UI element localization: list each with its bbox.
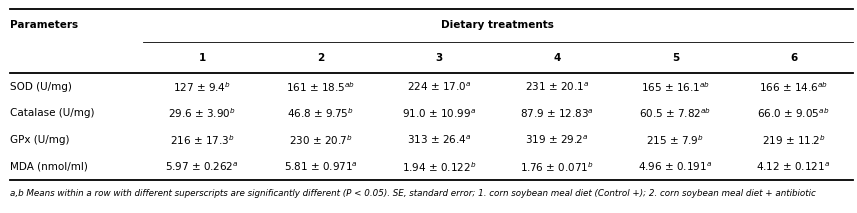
Text: 230 ± 20.7$^b$: 230 ± 20.7$^b$ — [289, 133, 352, 147]
Text: SOD (U/mg): SOD (U/mg) — [10, 82, 72, 92]
Text: 46.8 ± 9.75$^b$: 46.8 ± 9.75$^b$ — [287, 106, 354, 120]
Text: MDA (nmol/ml): MDA (nmol/ml) — [10, 162, 88, 172]
Text: 216 ± 17.3$^b$: 216 ± 17.3$^b$ — [170, 133, 235, 147]
Text: 4.12 ± 0.121$^a$: 4.12 ± 0.121$^a$ — [757, 160, 830, 173]
Text: 313 ± 26.4$^a$: 313 ± 26.4$^a$ — [407, 134, 470, 146]
Text: 91.0 ± 10.99$^a$: 91.0 ± 10.99$^a$ — [402, 107, 476, 120]
Text: 60.5 ± 7.82$^{ab}$: 60.5 ± 7.82$^{ab}$ — [639, 106, 711, 120]
Text: 166 ± 14.6$^{ab}$: 166 ± 14.6$^{ab}$ — [759, 80, 828, 94]
Text: 4: 4 — [554, 53, 560, 62]
Text: GPx (U/mg): GPx (U/mg) — [10, 135, 69, 145]
Text: 66.0 ± 9.05$^{ab}$: 66.0 ± 9.05$^{ab}$ — [758, 106, 830, 120]
Text: 5.97 ± 0.262$^a$: 5.97 ± 0.262$^a$ — [165, 160, 239, 173]
Text: Dietary treatments: Dietary treatments — [441, 20, 554, 30]
Text: 6: 6 — [790, 53, 797, 62]
Text: 1: 1 — [199, 53, 206, 62]
Text: 215 ± 7.9$^b$: 215 ± 7.9$^b$ — [646, 133, 704, 147]
Text: 5: 5 — [672, 53, 679, 62]
Text: 319 ± 29.2$^a$: 319 ± 29.2$^a$ — [525, 134, 589, 146]
Text: a,b Means within a row with different superscripts are significantly different (: a,b Means within a row with different su… — [10, 189, 816, 197]
Text: 165 ± 16.1$^{ab}$: 165 ± 16.1$^{ab}$ — [641, 80, 710, 94]
Text: 5.81 ± 0.971$^a$: 5.81 ± 0.971$^a$ — [284, 160, 357, 173]
Text: 127 ± 9.4$^b$: 127 ± 9.4$^b$ — [173, 80, 231, 94]
Text: 2: 2 — [317, 53, 324, 62]
Text: 231 ± 20.1$^a$: 231 ± 20.1$^a$ — [525, 81, 589, 93]
Text: 3: 3 — [435, 53, 442, 62]
Text: 4.96 ± 0.191$^a$: 4.96 ± 0.191$^a$ — [638, 160, 712, 173]
Text: 87.9 ± 12.83$^a$: 87.9 ± 12.83$^a$ — [520, 107, 594, 120]
Text: 219 ± 11.2$^b$: 219 ± 11.2$^b$ — [762, 133, 825, 147]
Text: 224 ± 17.0$^a$: 224 ± 17.0$^a$ — [407, 81, 470, 93]
Text: Parameters: Parameters — [10, 20, 78, 30]
Text: 161 ± 18.5$^{ab}$: 161 ± 18.5$^{ab}$ — [286, 80, 355, 94]
Text: 1.94 ± 0.122$^b$: 1.94 ± 0.122$^b$ — [402, 160, 476, 174]
Text: Catalase (U/mg): Catalase (U/mg) — [10, 108, 95, 118]
Text: 1.76 ± 0.071$^b$: 1.76 ± 0.071$^b$ — [520, 160, 594, 174]
Text: 29.6 ± 3.90$^b$: 29.6 ± 3.90$^b$ — [168, 106, 237, 120]
